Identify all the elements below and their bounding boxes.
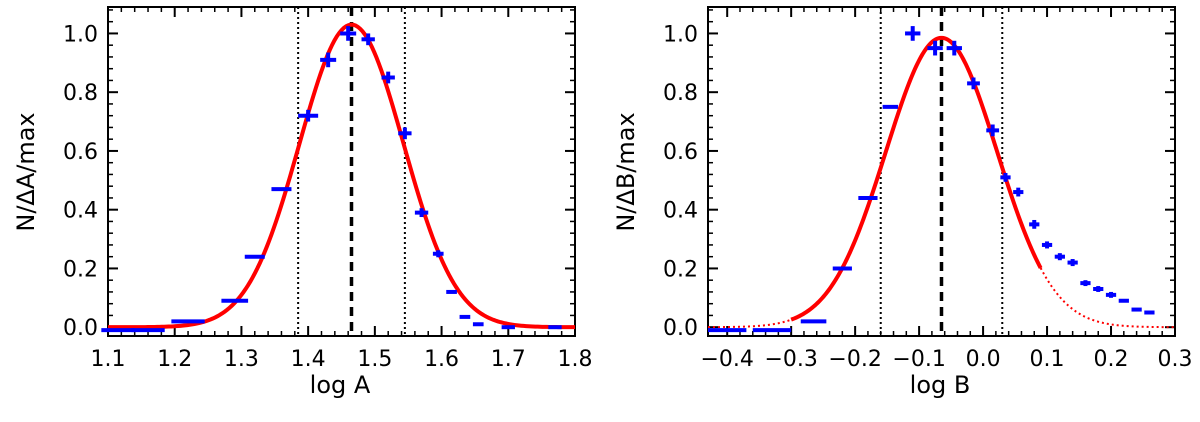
y-tick-label: 0.6 [663,140,698,165]
data-point [1093,286,1104,292]
y-tick-label: 0.4 [63,199,98,224]
panel-log-a: log A N/ΔA/max 1.1 1.2 1.3 1.4 1.5 1.6 1.7 1.8 0… [12,6,593,399]
fit-curve-extrapolated [1039,267,1175,329]
y-axis-title-left: N/ΔA/max [12,112,40,231]
data-point [432,250,444,258]
y-tick-label: 0.0 [63,316,98,341]
data-point [1013,187,1024,197]
data-point [361,33,375,46]
y-tick-label: 0.6 [63,140,98,165]
x-tick-label: 1.3 [224,347,259,372]
data-point [967,77,980,90]
data-point [1080,280,1091,287]
y-tick-label: 1.0 [663,22,698,47]
y-tick-label: 0.8 [663,81,698,106]
x-tick-label: 1.7 [491,347,526,372]
data-point [320,52,337,68]
x-tick-label: 1.1 [91,347,126,372]
y-tick-label: 0.8 [63,81,98,106]
fit-curve-extrapolated [708,318,792,329]
x-tick-label: 1.6 [424,347,459,372]
data-point [946,40,962,56]
x-tick-label: 1.8 [558,347,593,372]
data-point [414,208,429,218]
x-axis-title-right: log B [910,371,971,399]
x-tick-label: −0.3 [764,347,817,372]
x-tick-label: 0.1 [1030,347,1065,372]
x-tick-label: 0.2 [1094,347,1129,372]
data-point [986,124,1000,137]
y-axis-title-right: N/ΔB/max [612,112,640,231]
data-point [927,40,943,56]
data-point [1067,259,1078,267]
data-point [1041,241,1053,249]
plot-frame-left [107,6,576,337]
x-tick-label: 1.2 [157,347,192,372]
y-tick-label: 0.2 [63,257,98,282]
data-point [1054,253,1065,261]
fit-curve [790,35,1043,322]
y-tick-label: 1.0 [63,22,98,47]
x-tick-label: 1.5 [357,347,392,372]
data-point [1000,172,1011,182]
y-tick-label: 0.2 [663,257,698,282]
x-tick-label: −0.2 [828,347,881,372]
data-point [905,26,921,41]
x-tick-label: 0.3 [1158,347,1193,372]
fit-curve [108,22,576,330]
x-axis-title-left: log A [310,371,371,399]
x-tick-label: −0.4 [700,347,753,372]
data-point [1029,219,1040,229]
data-point [298,109,319,122]
y-tick-label: 0.4 [663,199,698,224]
data-point [381,71,395,84]
x-tick-label: 0.0 [966,347,1001,372]
panel-log-b: log B N/ΔB/max −0.4 −0.3 −0.2 −0.1 0.0 0.1 0.2… [612,6,1193,399]
x-tick-label: −0.1 [892,347,945,372]
data-point [398,127,412,140]
x-tick-label: 1.4 [291,347,326,372]
data-point [1105,291,1117,298]
y-tick-label: 0.0 [663,316,698,341]
data-point [340,26,357,41]
